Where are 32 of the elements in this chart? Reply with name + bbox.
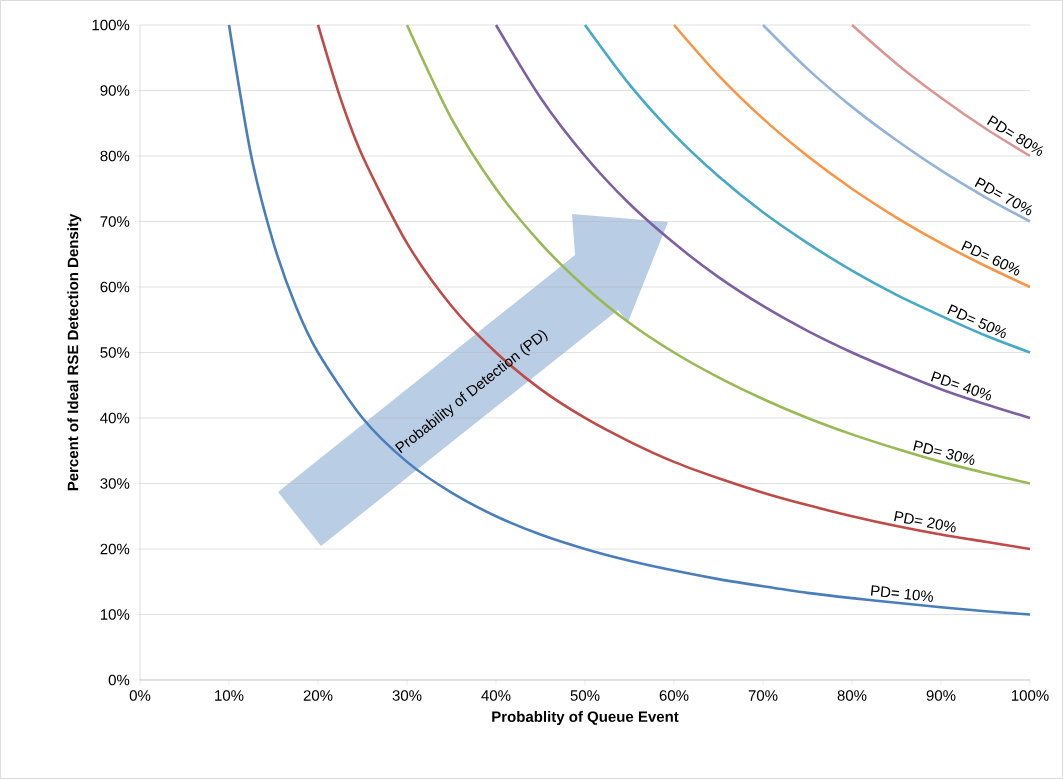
text: PD= 50% [947,304,1007,339]
y-tick-label: 100% [92,19,130,31]
x-tick-label: 10% [215,690,244,701]
y-tick-label: 60% [100,281,130,293]
y-tick-label: 50% [100,347,130,358]
x-tick-label: 60% [659,690,689,701]
text: PD= 20% [894,510,956,533]
y-tick-label: 20% [100,543,130,555]
y-tick-label: 70% [100,216,130,227]
y-tick-label: 0% [108,674,130,686]
x-tick-label: 40% [481,690,511,701]
text: PD= 10% [870,585,933,602]
y-tick-label: 30% [100,478,130,489]
y-tick-label: 90% [100,85,130,96]
x-tick-label: 100% [1011,690,1049,701]
text: PD= 80% [986,115,1044,156]
x-tick-label: 0% [129,690,151,701]
text: PD= 60% [961,240,1020,276]
x-tick-label: 20% [303,690,333,701]
x-tick-label: 80% [837,690,867,701]
text: PD= 30% [913,440,975,466]
x-tick-label: 50% [570,690,600,701]
text: PD= 40% [930,371,992,401]
y-tick-label: 10% [100,609,130,620]
y-tick-label: 40% [100,412,130,424]
x-tick-label: 70% [748,690,778,701]
text: PD= 70% [974,177,1033,216]
x-axis-title: Probablity of Queue Event [492,711,679,725]
y-axis-title: Percent of Ideal RSE Detection Density [67,213,82,491]
y-tick-label: 80% [100,150,130,162]
x-tick-label: 30% [392,690,422,701]
x-tick-label: 90% [926,690,956,701]
